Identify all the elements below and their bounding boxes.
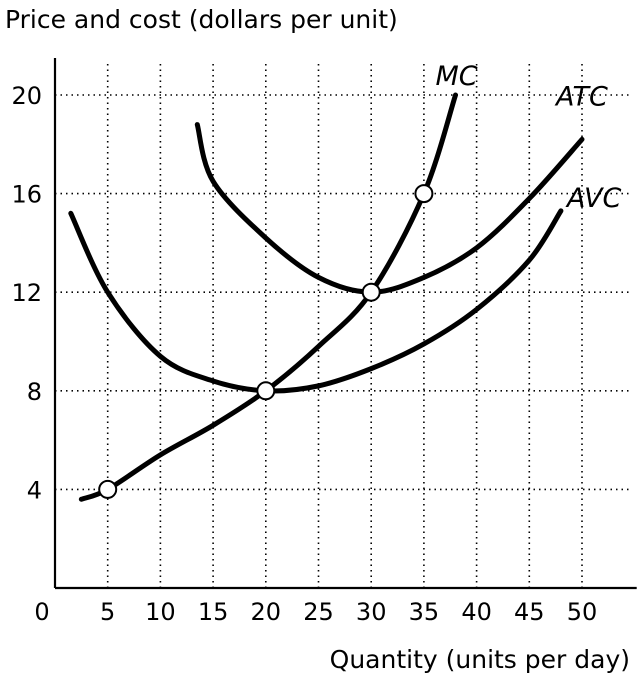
x-tick-label-0: 0 [34, 598, 49, 626]
atc-label: ATC [554, 81, 608, 112]
x-tick-label-45: 45 [514, 598, 545, 626]
y-axis-title: Price and cost (dollars per unit) [5, 5, 398, 34]
x-tick-label-25: 25 [303, 598, 334, 626]
x-tick-label-10: 10 [145, 598, 176, 626]
mc-curve [78, 92, 459, 502]
marked-point-35-16 [414, 184, 434, 204]
tick-labels: 0 5 10 15 20 25 30 35 40 45 50 4 8 12 16 20 [11, 82, 597, 626]
x-tick-label-35: 35 [409, 598, 440, 626]
marked-points [98, 184, 434, 499]
y-tick-label-4: 4 [27, 476, 42, 504]
x-axis-title: Quantity (units per day) [330, 645, 630, 674]
marked-point-5-4 [98, 479, 118, 499]
y-tick-label-12: 12 [11, 279, 42, 307]
marked-point-20-8 [256, 381, 276, 401]
series-labels: MC ATC AVC [436, 61, 622, 214]
y-tick-label-8: 8 [27, 378, 42, 406]
avc-label: AVC [565, 183, 622, 214]
x-tick-label-40: 40 [461, 598, 492, 626]
x-tick-label-20: 20 [251, 598, 282, 626]
avc-curve [68, 208, 564, 394]
x-tick-label-5: 5 [100, 598, 115, 626]
mc-label: MC [436, 61, 478, 92]
curves [68, 92, 585, 502]
x-tick-label-30: 30 [356, 598, 387, 626]
x-tick-label-15: 15 [198, 598, 229, 626]
y-tick-label-20: 20 [11, 82, 42, 110]
axes [53, 58, 637, 590]
marked-point-30-12 [361, 282, 381, 302]
y-tick-label-16: 16 [11, 181, 42, 209]
x-tick-label-50: 50 [567, 598, 598, 626]
